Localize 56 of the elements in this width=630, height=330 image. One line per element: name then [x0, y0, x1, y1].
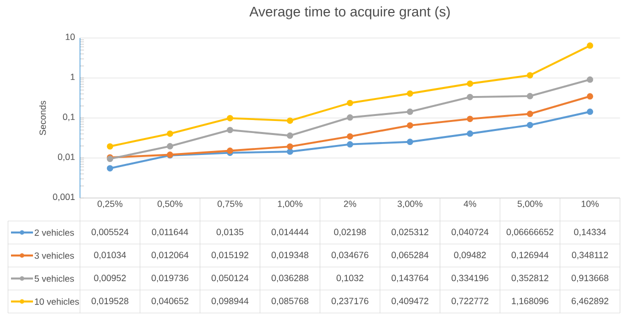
data-label: 0,034676 — [332, 252, 368, 260]
y-tick-label: 10 — [66, 34, 75, 40]
data-label: 0,005524 — [92, 228, 128, 236]
x-tick-label: 1,00% — [278, 200, 302, 208]
x-tick-label: 0,75% — [218, 200, 242, 208]
x-tick-label: 2% — [344, 200, 356, 207]
data-label: 0,085768 — [272, 298, 308, 306]
data-label: 0,019528 — [92, 298, 128, 306]
data-label: 0,352812 — [512, 274, 548, 282]
data-label: 0,036288 — [272, 274, 308, 282]
data-label: 0,0135 — [216, 228, 244, 236]
data-label: 0,06666652 — [506, 228, 554, 236]
data-label: 0,019736 — [152, 274, 188, 282]
data-label: 0,14334 — [574, 228, 606, 236]
data-label: 6,462892 — [572, 298, 608, 306]
data-label: 0,409472 — [392, 298, 428, 306]
data-label: 0,237176 — [332, 298, 368, 306]
data-label: 0,02198 — [334, 228, 366, 236]
data-label: 0,012064 — [152, 252, 188, 260]
data-label: 0,334196 — [452, 274, 488, 282]
x-tick-label: 3,00% — [398, 200, 422, 208]
data-label: 0,025312 — [392, 228, 428, 236]
data-label: 0,126944 — [512, 252, 548, 260]
data-label: 0,040724 — [452, 228, 488, 236]
x-tick-label: 0,25% — [98, 200, 122, 208]
y-tick-label: 0,1 — [62, 114, 75, 122]
data-label: 0,722772 — [452, 298, 488, 306]
data-label: 1,168096 — [512, 298, 548, 306]
data-label: 0,019348 — [272, 252, 308, 260]
data-label: 0,348112 — [572, 252, 608, 260]
data-label: 0,913668 — [572, 274, 608, 282]
data-label: 0,143764 — [392, 274, 428, 282]
data-label: 0,09482 — [454, 252, 486, 260]
data-label: 0,00952 — [94, 274, 126, 282]
data-label: 0,015192 — [212, 252, 248, 260]
x-tick-label: 0,50% — [158, 200, 182, 208]
data-label: 0,098944 — [212, 298, 248, 306]
data-label: 0,01034 — [94, 252, 126, 260]
data-label: 0,050124 — [212, 274, 248, 282]
x-tick-label: 5,00% — [518, 200, 542, 208]
legend-label: 10 vehicles — [34, 298, 79, 305]
legend-label: 2 vehicles — [34, 229, 74, 236]
x-tick-label: 4% — [464, 200, 476, 207]
data-label: 0,065284 — [392, 252, 428, 260]
data-label: 0,040652 — [152, 298, 188, 306]
y-tick-label: 1 — [70, 74, 75, 80]
y-axis-title: Seconds — [39, 100, 46, 136]
x-tick-label: 10% — [582, 200, 599, 207]
data-label: 0,1032 — [336, 274, 364, 282]
legend-label: 5 vehicles — [34, 275, 74, 282]
y-tick-label: 0,01 — [58, 154, 75, 162]
legend-label: 3 vehicles — [34, 252, 74, 259]
y-tick-label: 0,001 — [52, 194, 75, 202]
data-label: 0,014444 — [272, 228, 308, 236]
data-label: 0,011644 — [152, 228, 188, 236]
chart-title: Average time to acquire grant (s) — [249, 6, 450, 20]
